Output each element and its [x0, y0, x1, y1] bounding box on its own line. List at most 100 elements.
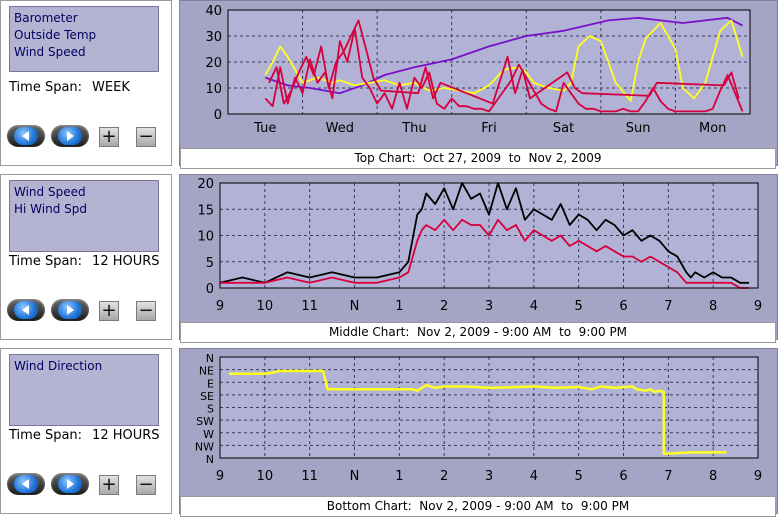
x-tick-label: 7	[664, 469, 672, 484]
zoom-out-button[interactable]: −	[136, 301, 156, 321]
zoom-out-button[interactable]: −	[136, 475, 156, 495]
time-span-value: 12 HOURS	[92, 428, 160, 443]
x-tick-label: 9	[754, 469, 762, 484]
x-tick-label: 9	[216, 299, 224, 314]
next-button[interactable]	[51, 299, 89, 321]
series-item[interactable]: Wind Direction	[14, 359, 103, 373]
x-tick-label: 6	[619, 469, 627, 484]
series-item[interactable]: Wind Speed	[14, 185, 86, 199]
y-tick-label: 30	[205, 30, 222, 45]
x-tick-label: Thu	[401, 121, 426, 136]
series-line	[264, 27, 744, 113]
y-tick-label: 5	[206, 256, 214, 271]
prev-button[interactable]	[7, 125, 45, 147]
x-tick-label: 4	[530, 469, 538, 484]
series-line	[229, 369, 727, 456]
x-tick-label: 7	[664, 299, 672, 314]
y-tick-label: SE	[200, 390, 214, 403]
y-tick-label: 10	[205, 82, 222, 97]
series-item[interactable]: Hi Wind Spd	[14, 202, 87, 216]
bottom-chart-panel: N NW W SW S SE E NE N 9 10 11 N 1 2 3 4 5 6 7 8 9	[179, 348, 778, 514]
time-span-value: 12 HOURS	[92, 254, 160, 269]
left-arrow-icon	[22, 131, 29, 141]
middle-series-list[interactable]: Wind Speed Hi Wind Spd	[9, 180, 159, 252]
x-tick-label: Sat	[553, 121, 574, 136]
y-tick-label: 10	[197, 230, 214, 245]
x-tick-label: 1	[395, 299, 403, 314]
y-tick-label: S	[207, 403, 214, 416]
x-tick-label: 8	[709, 469, 717, 484]
y-tick-label: N	[206, 352, 214, 365]
right-arrow-icon	[67, 131, 74, 141]
time-span-row: Time Span: WEEK	[9, 80, 130, 95]
y-tick-label: 20	[205, 56, 222, 71]
x-tick-label: 6	[619, 299, 627, 314]
plot-frame	[219, 182, 759, 289]
x-tick-label: Wed	[326, 121, 354, 136]
series-line	[219, 182, 749, 284]
x-tick-label: 9	[216, 469, 224, 484]
top-series-list[interactable]: Barometer Outside Temp Wind Speed	[9, 6, 159, 72]
y-tick-label: 0	[206, 282, 214, 297]
x-tick-label: Mon	[699, 121, 726, 136]
next-button[interactable]	[51, 473, 89, 495]
x-tick-label: Fri	[481, 121, 497, 136]
zoom-in-button[interactable]: +	[99, 475, 119, 495]
y-tick-label: 40	[205, 4, 222, 19]
zoom-in-button[interactable]: +	[99, 301, 119, 321]
time-span-label: Time Span:	[9, 254, 83, 269]
x-tick-label: Tue	[253, 121, 276, 136]
x-tick-label: 11	[301, 469, 318, 484]
y-tick-label: NW	[195, 440, 214, 453]
x-tick-label: 2	[440, 299, 448, 314]
prev-button[interactable]	[7, 473, 45, 495]
series-item[interactable]: Barometer	[14, 11, 78, 25]
time-span-row: Time Span: 12 HOURS	[9, 254, 160, 269]
x-tick-label: 5	[575, 469, 583, 484]
y-tick-label: 15	[197, 203, 214, 218]
time-span-label: Time Span:	[9, 428, 83, 443]
bottom-series-list[interactable]: Wind Direction	[9, 354, 159, 426]
middle-chart-caption: Middle Chart: Nov 2, 2009 - 9:00 AM to 9…	[180, 322, 776, 343]
prev-button[interactable]	[7, 299, 45, 321]
x-tick-label: Sun	[626, 121, 651, 136]
x-tick-label: 3	[485, 469, 493, 484]
x-tick-label: 9	[754, 299, 762, 314]
x-tick-label: 2	[440, 469, 448, 484]
series-line	[265, 16, 743, 95]
x-tick-label: 11	[301, 299, 318, 314]
top-chart-caption: Top Chart: Oct 27, 2009 to Nov 2, 2009	[180, 148, 776, 169]
y-tick-label: N	[206, 453, 214, 466]
zoom-in-button[interactable]: +	[99, 127, 119, 147]
y-tick-label: W	[203, 428, 214, 441]
x-tick-label: N	[350, 469, 360, 484]
x-tick-label: 10	[257, 299, 274, 314]
x-tick-label: 10	[257, 469, 274, 484]
next-button[interactable]	[51, 125, 89, 147]
series-line	[268, 19, 740, 105]
x-tick-label: N	[350, 299, 360, 314]
middle-chart: 0 5 10 15 20 9 10 11 N 1 2 3 4 5 6 7 8 9	[197, 177, 762, 314]
bottom-controls: Wind Direction Time Span: 12 HOURS + −	[0, 348, 172, 514]
plot-frame	[219, 356, 759, 459]
y-tick-label: 20	[197, 177, 214, 192]
top-chart: 0 10 20 30 40 Tue Wed Thu Fri Sat Sun Mon	[205, 4, 751, 136]
series-item[interactable]: Outside Temp	[14, 28, 97, 42]
zoom-out-button[interactable]: −	[136, 127, 156, 147]
x-tick-label: 8	[709, 299, 717, 314]
y-tick-label: SW	[196, 415, 214, 428]
y-tick-label: NE	[199, 365, 214, 378]
top-controls: Barometer Outside Temp Wind Speed Time S…	[0, 0, 172, 166]
x-tick-label: 1	[395, 469, 403, 484]
middle-controls: Wind Speed Hi Wind Spd Time Span: 12 HOUR…	[0, 174, 172, 340]
plot-frame	[227, 9, 751, 115]
bottom-chart-caption: Bottom Chart: Nov 2, 2009 - 9:00 AM to 9…	[180, 496, 776, 517]
time-span-row: Time Span: 12 HOURS	[9, 428, 160, 443]
middle-chart-panel: 0 5 10 15 20 9 10 11 N 1 2 3 4 5 6 7 8 9	[179, 174, 778, 340]
right-arrow-icon	[67, 305, 74, 315]
right-arrow-icon	[67, 479, 74, 489]
series-item[interactable]: Wind Speed	[14, 45, 86, 59]
left-arrow-icon	[22, 305, 29, 315]
x-tick-label: 5	[575, 299, 583, 314]
